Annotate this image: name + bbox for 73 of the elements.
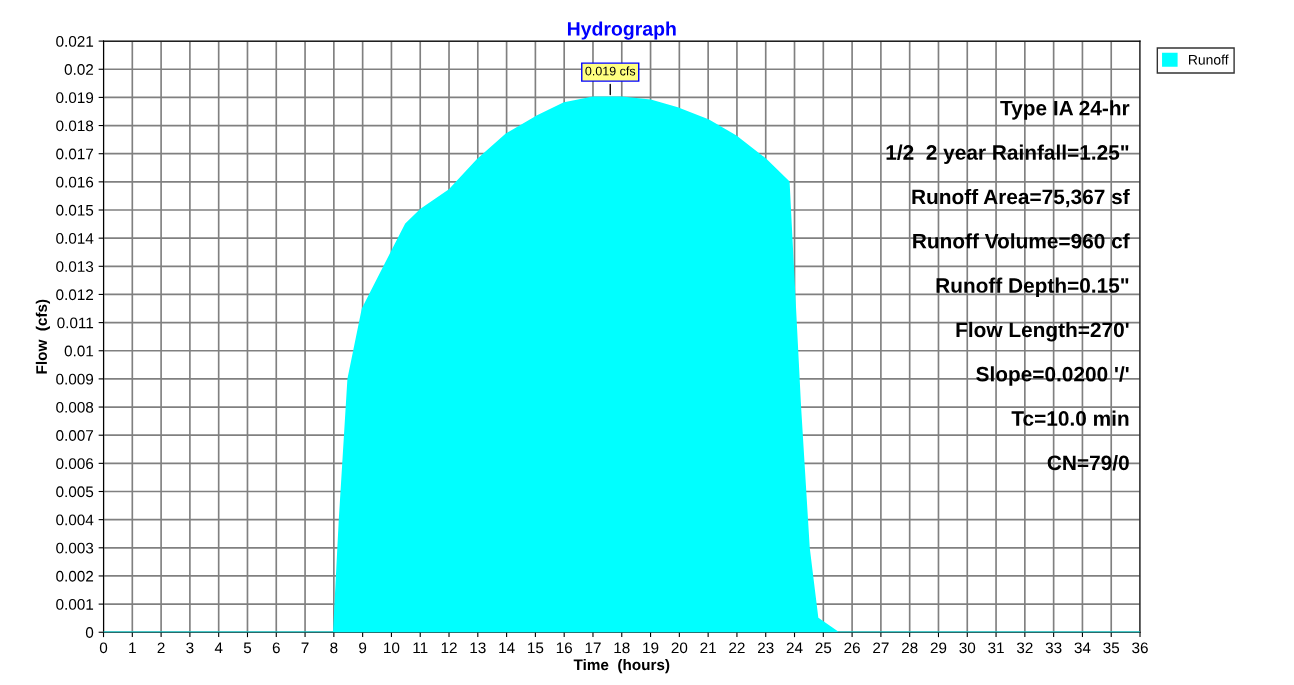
- y-tick-label: 0.003: [56, 542, 94, 554]
- annotation: Flow Length=270': [956, 321, 1129, 342]
- x-tick-label: 6: [272, 642, 280, 654]
- x-tick-label: 34: [1074, 642, 1091, 654]
- y-tick-label: 0.002: [56, 570, 94, 582]
- y-tick-label: 0.015: [56, 204, 94, 216]
- x-tick-label: 9: [359, 642, 367, 654]
- x-tick-label: 21: [700, 642, 716, 654]
- y-tick-label: 0.01: [64, 345, 94, 357]
- x-tick-label: 12: [441, 642, 457, 654]
- x-tick-label: 19: [643, 642, 659, 654]
- y-tick-label: 0.017: [56, 148, 94, 160]
- x-tick-label: 32: [1016, 642, 1033, 654]
- y-tick-label: 0.011: [57, 317, 94, 329]
- annotation: Runoff Depth=0.15": [936, 277, 1129, 297]
- annotation: 0.019 cfs: [585, 66, 636, 76]
- y-tick-label: 0.008: [56, 401, 94, 413]
- y-tick-label: 0.006: [56, 458, 94, 470]
- y-tick-label: 0.009: [56, 373, 94, 385]
- chart-title: Hydrograph: [567, 21, 676, 40]
- x-tick-label: 8: [330, 642, 338, 654]
- x-tick-label: 3: [186, 642, 194, 654]
- x-tick-label: 17: [585, 642, 601, 654]
- x-tick-label: 22: [729, 642, 745, 654]
- y-axis-title: Flow (cfs): [35, 299, 51, 374]
- annotation: Tc=10.0 min: [1011, 410, 1129, 426]
- annotation: Runoff Area=75,367 sf: [912, 188, 1130, 208]
- x-tick-label: 10: [384, 642, 400, 654]
- y-tick-label: 0.014: [56, 233, 94, 244]
- x-tick-label: 29: [930, 642, 947, 654]
- x-tick-label: 30: [959, 642, 976, 654]
- y-tick-label: 0.001: [56, 598, 94, 610]
- annotation: 1/2 2 year Rainfall=1.25": [886, 144, 1129, 164]
- annotation: CN=79/0: [1047, 454, 1129, 471]
- x-tick-label: 0: [99, 642, 108, 654]
- y-tick-label: 0.016: [56, 176, 94, 188]
- x-tick-label: 27: [873, 642, 889, 654]
- x-tick-label: 2: [157, 642, 165, 654]
- x-tick-label: 24: [786, 642, 803, 654]
- x-tick-label: 18: [614, 642, 630, 654]
- x-tick-label: 25: [815, 642, 832, 654]
- y-tick-label: 0.018: [56, 120, 94, 132]
- x-tick-label: 5: [243, 642, 252, 654]
- x-tick-label: 26: [844, 642, 860, 654]
- y-tick-label: 0.02: [64, 64, 94, 75]
- x-tick-label: 13: [470, 642, 486, 654]
- x-axis-title: Time (hours): [573, 659, 670, 674]
- x-tick-label: 16: [556, 642, 573, 654]
- x-tick-label: 33: [1045, 642, 1062, 654]
- x-tick-label: 4: [214, 642, 223, 654]
- y-tick-label: 0.013: [56, 261, 94, 272]
- x-tick-label: 31: [988, 642, 1004, 654]
- y-tick-label: 0.005: [56, 486, 94, 498]
- y-tick-label: 0.019: [56, 92, 94, 104]
- y-tick-label: 0.021: [56, 35, 94, 47]
- y-tick-label: 0.004: [56, 514, 94, 526]
- x-tick-label: 35: [1103, 642, 1120, 654]
- y-tick-label: 0.007: [56, 430, 94, 441]
- x-tick-label: 28: [901, 642, 918, 654]
- x-tick-label: 36: [1132, 642, 1148, 654]
- x-tick-label: 15: [528, 642, 544, 654]
- x-tick-label: 14: [499, 642, 515, 654]
- x-tick-label: 11: [413, 642, 428, 654]
- x-tick-label: 23: [758, 642, 774, 654]
- annotation: Runoff Volume=960 cf: [913, 233, 1130, 249]
- x-tick-label: 20: [671, 642, 688, 654]
- x-tick-label: 7: [301, 642, 309, 654]
- legend-label: Runoff: [1189, 54, 1229, 65]
- annotation: Type IA 24-hr: [1000, 100, 1130, 120]
- annotation: Slope=0.0200 '/': [976, 366, 1129, 386]
- x-tick-label: 1: [129, 642, 136, 654]
- y-tick-label: 0: [85, 627, 94, 638]
- y-tick-label: 0.012: [56, 289, 94, 301]
